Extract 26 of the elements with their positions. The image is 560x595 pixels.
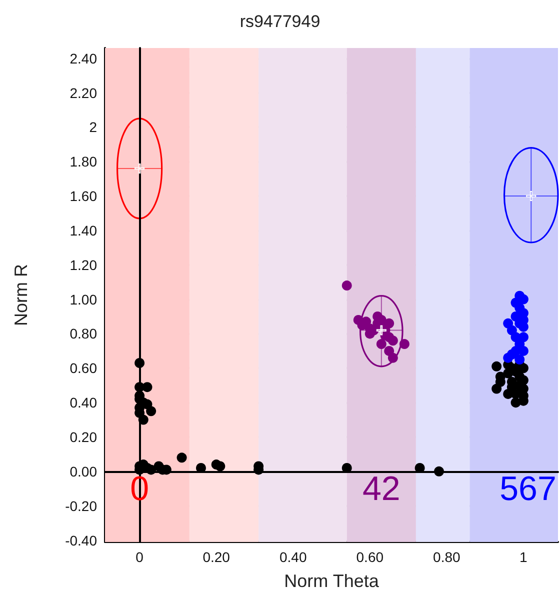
chart-title: rs9477949 bbox=[240, 12, 320, 31]
y-tick-label: 1.00 bbox=[70, 291, 98, 308]
x-tick-label: 1 bbox=[520, 549, 528, 565]
y-tick-label: 0.80 bbox=[70, 326, 98, 342]
x-tick-label: 0.20 bbox=[202, 549, 230, 565]
y-tick-label: 1.80 bbox=[70, 154, 98, 170]
x-tick-label: 0 bbox=[136, 549, 144, 565]
y-tick-label: 2.40 bbox=[70, 50, 98, 66]
y-tick-label: 1.20 bbox=[70, 256, 98, 273]
y-tick-label: -0.40 bbox=[65, 532, 98, 548]
annotation: 42 bbox=[362, 470, 400, 508]
y-tick-label: 0.00 bbox=[70, 463, 98, 480]
y-tick-label: 1.40 bbox=[70, 222, 98, 238]
y-tick-label: 0.60 bbox=[70, 360, 98, 376]
x-tick-label: 0.40 bbox=[279, 549, 307, 565]
y-axis-title: Norm R bbox=[11, 264, 31, 326]
y-tick-label: 2.20 bbox=[70, 84, 98, 101]
y-tick-label: -0.20 bbox=[65, 498, 98, 514]
x-axis-title: Norm Theta bbox=[284, 571, 380, 591]
y-tick-label: 0.40 bbox=[70, 394, 98, 411]
x-tick-label: 0.80 bbox=[433, 549, 461, 565]
y-tick-label: 2 bbox=[89, 119, 98, 136]
y-tick-label: 0.20 bbox=[70, 429, 98, 446]
x-tick-label: 0.60 bbox=[356, 549, 384, 565]
annotation: 567 bbox=[500, 470, 556, 508]
y-tick-label: 1.60 bbox=[70, 188, 98, 204]
